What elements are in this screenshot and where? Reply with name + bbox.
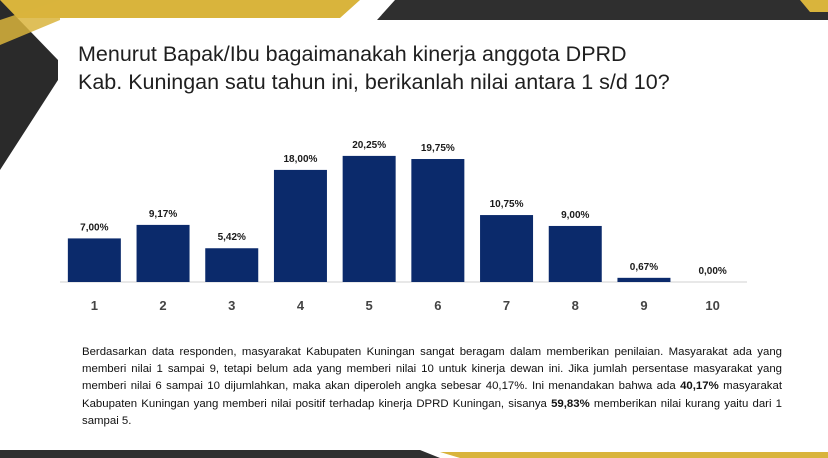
bar-3 bbox=[205, 248, 259, 282]
bar-2 bbox=[136, 224, 190, 282]
bar-value-label-3: 5,42% bbox=[218, 232, 246, 243]
bar-1 bbox=[67, 238, 121, 282]
bar-8 bbox=[548, 225, 602, 282]
x-tick-label-3: 3 bbox=[228, 298, 235, 313]
x-tick-label-6: 6 bbox=[434, 298, 441, 313]
bar-value-label-10: 0,00% bbox=[698, 266, 726, 277]
x-tick-label-1: 1 bbox=[91, 298, 98, 313]
negative-percentage: 59,83% bbox=[551, 397, 590, 410]
bar-9 bbox=[617, 277, 671, 282]
description-line-2: Masyarakat ada yang memberi nilai 1 samp… bbox=[82, 346, 782, 376]
x-tick-label-10: 10 bbox=[705, 298, 719, 313]
bar-value-label-5: 20,25% bbox=[352, 140, 386, 151]
left-decoration bbox=[0, 0, 60, 170]
x-tick-label-2: 2 bbox=[159, 298, 166, 313]
bar-4 bbox=[273, 169, 327, 282]
bar-7 bbox=[480, 215, 534, 282]
description-line-4c: masyarakat Kabupaten Kuningan yang membe… bbox=[82, 380, 782, 410]
bar-5 bbox=[342, 155, 396, 282]
description-line-4a: sebesar 40,17%. Ini menandakan bahwa ada bbox=[440, 380, 681, 393]
title-line-1: Menurut Bapak/Ibu bagaimanakah kinerja a… bbox=[78, 42, 627, 66]
x-tick-label-5: 5 bbox=[366, 298, 373, 313]
description-line-5a: terhadap kinerja DPRD Kuningan, sisanya bbox=[329, 397, 552, 410]
top-decoration bbox=[0, 0, 828, 20]
slide-title: Menurut Bapak/Ibu bagaimanakah kinerja a… bbox=[78, 40, 798, 96]
bar-value-label-8: 9,00% bbox=[561, 210, 589, 221]
x-tick-label-9: 9 bbox=[640, 298, 647, 313]
bar-6 bbox=[411, 159, 465, 282]
title-line-2: Kab. Kuningan satu tahun ini, berikanlah… bbox=[78, 70, 670, 94]
bar-value-label-7: 10,75% bbox=[490, 199, 524, 210]
bar-value-label-4: 18,00% bbox=[283, 154, 317, 165]
x-tick-label-8: 8 bbox=[572, 298, 579, 313]
bar-value-label-9: 0,67% bbox=[630, 262, 658, 273]
bottom-decoration bbox=[0, 450, 828, 458]
x-tick-label-4: 4 bbox=[297, 298, 305, 313]
description-paragraph: Berdasarkan data responden, masyarakat K… bbox=[82, 344, 782, 430]
description-line-5c: memberikan nilai kurang yaitu dari 1 sam… bbox=[82, 397, 783, 427]
x-tick-label-7: 7 bbox=[503, 298, 510, 313]
bar-value-label-6: 19,75% bbox=[421, 143, 455, 154]
positive-percentage: 40,17% bbox=[680, 380, 719, 393]
bar-value-label-2: 9,17% bbox=[149, 209, 177, 220]
description-line-1: Berdasarkan data responden, masyarakat K… bbox=[82, 346, 664, 358]
bar-chart: 7,00% 1 9,17% 2 5,42% 3 18,00% 4 20,25% 5 19,75% 6 1… bbox=[60, 140, 747, 313]
bar-value-label-1: 7,00% bbox=[80, 222, 108, 233]
description-line-3: Jika jumlah persentase masyarakat yang m… bbox=[82, 363, 783, 393]
